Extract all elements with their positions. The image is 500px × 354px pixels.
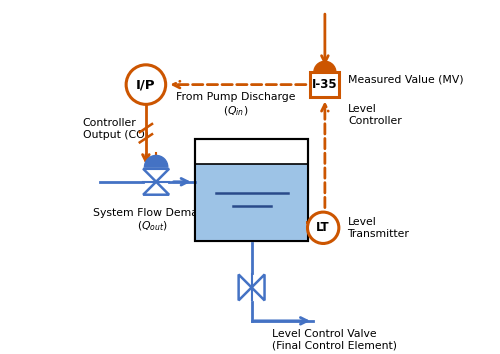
Text: From Pump Discharge
($Q_{in}$): From Pump Discharge ($Q_{in}$) bbox=[176, 92, 295, 118]
Wedge shape bbox=[144, 155, 168, 167]
Polygon shape bbox=[143, 169, 169, 182]
Text: I-35: I-35 bbox=[312, 78, 338, 91]
Text: Measured Value (MV): Measured Value (MV) bbox=[348, 74, 464, 85]
FancyBboxPatch shape bbox=[310, 72, 340, 97]
Text: Level
Controller: Level Controller bbox=[348, 104, 402, 126]
Text: LT: LT bbox=[316, 221, 330, 234]
Wedge shape bbox=[314, 61, 336, 72]
Text: Level
Transmitter: Level Transmitter bbox=[348, 217, 410, 239]
Text: Level Control Valve
(Final Control Element): Level Control Valve (Final Control Eleme… bbox=[272, 329, 397, 350]
Text: I/P: I/P bbox=[136, 78, 156, 91]
Text: Controller
Output (CO): Controller Output (CO) bbox=[83, 118, 149, 140]
Circle shape bbox=[308, 212, 339, 244]
Circle shape bbox=[126, 65, 166, 104]
Polygon shape bbox=[143, 182, 169, 195]
Polygon shape bbox=[238, 274, 252, 301]
Text: System Flow Demand
($Q_{out}$): System Flow Demand ($Q_{out}$) bbox=[94, 207, 212, 233]
Bar bbox=[196, 139, 308, 241]
Bar bbox=[196, 139, 308, 241]
Bar bbox=[196, 164, 308, 241]
Polygon shape bbox=[252, 274, 264, 301]
